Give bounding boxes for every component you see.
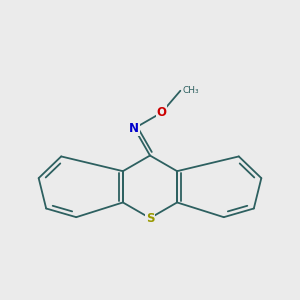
Text: N: N (129, 122, 140, 135)
Text: S: S (146, 212, 154, 225)
Text: CH₃: CH₃ (182, 86, 199, 95)
Text: O: O (157, 106, 166, 119)
